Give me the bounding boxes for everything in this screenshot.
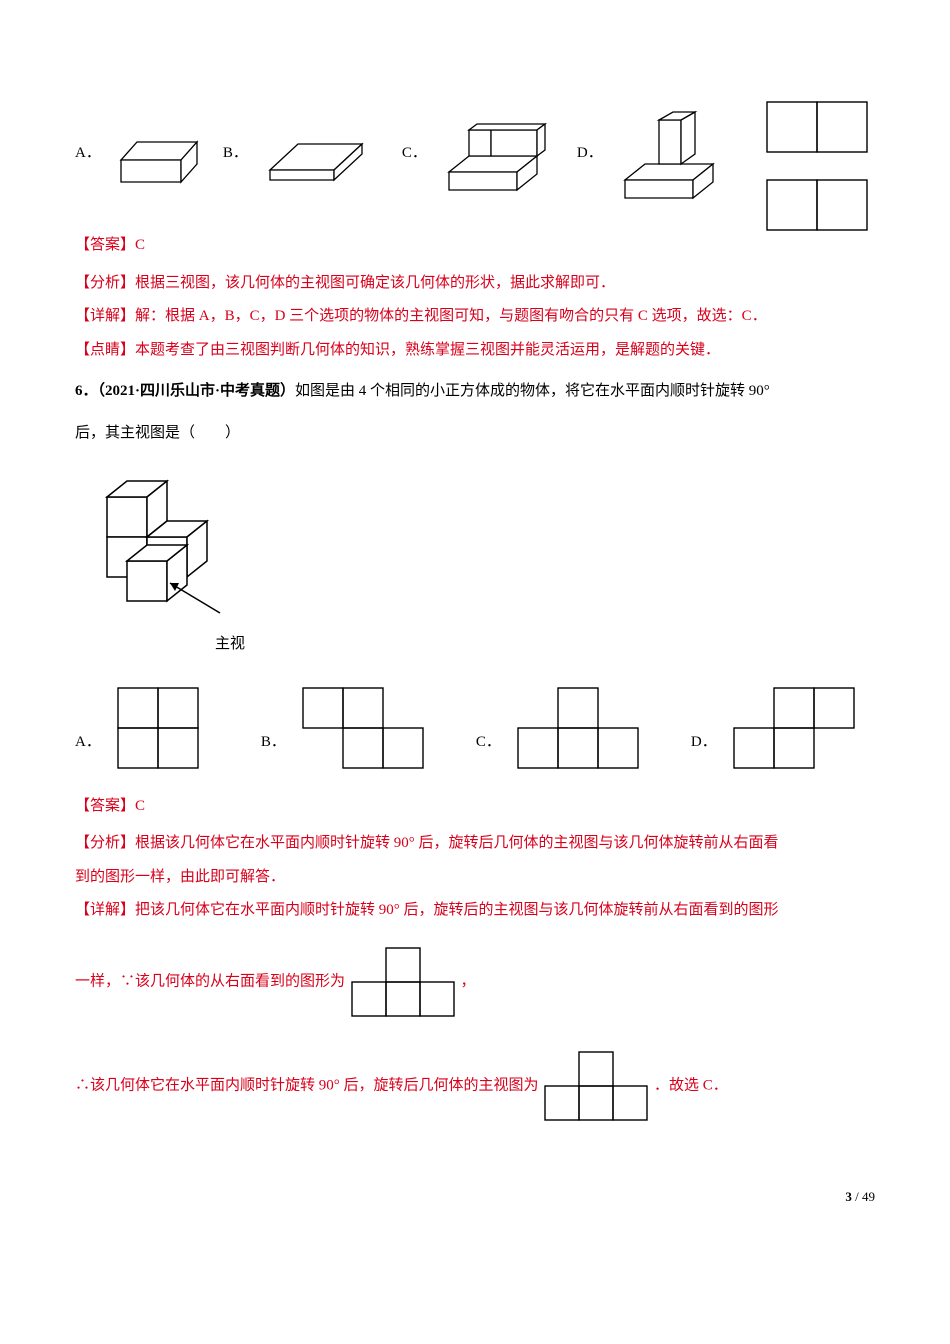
q6-number: 6．: [75, 383, 98, 399]
q6-stem-line1: 6．（2021·四川乐山市·中考真题）如图是由 4 个相同的小正方体成的物体，将…: [75, 376, 875, 408]
q5-option-b-label: B．: [223, 138, 248, 170]
q6-body-a: 如图是由 4 个相同的小正方体成的物体，将它在水平面内顺时针旋转 90°: [295, 383, 770, 399]
q6-analysis-a: 【分析】根据该几何体它在水平面内顺时针旋转 90° 后，旋转后几何体的主视图与该…: [75, 828, 875, 860]
q6-answer: 【答案】C: [75, 791, 875, 823]
q6-figure-label: 主视: [215, 629, 245, 661]
q5-detail: 【详解】解：根据 A，B，C，D 三个选项的物体的主视图可知，与题图有吻合的只有…: [75, 301, 875, 333]
q6-detail-b-post: ，: [461, 973, 476, 989]
q6-option-b-label: B．: [261, 727, 286, 759]
q6-concl-pre: ∴该几何体它在水平面内顺时针旋转 90° 后，旋转后几何体的主视图为: [75, 1077, 539, 1093]
q6-option-a-shape: [115, 685, 201, 771]
page-sep: /: [852, 1189, 862, 1204]
q6-stem-line2: 后，其主视图是（ ）: [75, 418, 875, 450]
q5-options-row: A． B． C． D．: [75, 110, 875, 210]
q6-analysis-b: 到的图形一样，由此即可解答．: [75, 862, 875, 894]
q5-option-c-label: C．: [402, 138, 427, 170]
q6-conclusion: ∴该几何体它在水平面内顺时针旋转 90° 后，旋转后几何体的主视图为 ．故选 C…: [75, 1049, 875, 1123]
q6-detail-b: 一样，∵该几何体的从右面看到的图形为 ，: [75, 945, 875, 1019]
page-number: 3 / 49: [75, 1183, 875, 1210]
q6-3d-figure: 主视: [75, 463, 245, 661]
q5-target-grid: [755, 100, 885, 270]
q6-options-row: A． B． C． D．: [75, 685, 875, 771]
q6-detail-b-pre: 一样，∵该几何体的从右面看到的图形为: [75, 973, 345, 989]
q6-source: （2021·四川乐山市·中考真题）: [98, 383, 296, 399]
q6-option-c-shape: [515, 685, 641, 771]
q6-detail-a: 【详解】把该几何体它在水平面内顺时针旋转 90° 后，旋转后的主视图与该几何体旋…: [75, 895, 875, 927]
page-total: 49: [862, 1189, 875, 1204]
q5-option-a-label: A．: [75, 138, 101, 170]
q6-option-c-label: C．: [476, 727, 501, 759]
q5-option-a-shape: [115, 130, 201, 190]
q6-inline-shape-2: [542, 1049, 650, 1123]
q6-inline-shape-1: [349, 945, 457, 1019]
q5-option-b-shape: [262, 130, 372, 190]
q5-option-d-label: D．: [577, 138, 603, 170]
q5-comment: 【点睛】本题考查了由三视图判断几何体的知识，熟练掌握三视图并能灵活运用，是解题的…: [75, 335, 875, 367]
q6-option-a-label: A．: [75, 727, 101, 759]
q6-option-b-shape: [300, 685, 426, 771]
q5-analysis: 【分析】根据三视图，该几何体的主视图可确定该几何体的形状，据此求解即可．: [75, 268, 875, 300]
q6-concl-post: ．故选 C．: [654, 1077, 728, 1093]
q6-option-d-shape: [731, 685, 857, 771]
q6-option-d-label: D．: [691, 727, 717, 759]
q5-option-c-shape: [441, 120, 551, 200]
q5-option-d-shape: [617, 110, 727, 210]
